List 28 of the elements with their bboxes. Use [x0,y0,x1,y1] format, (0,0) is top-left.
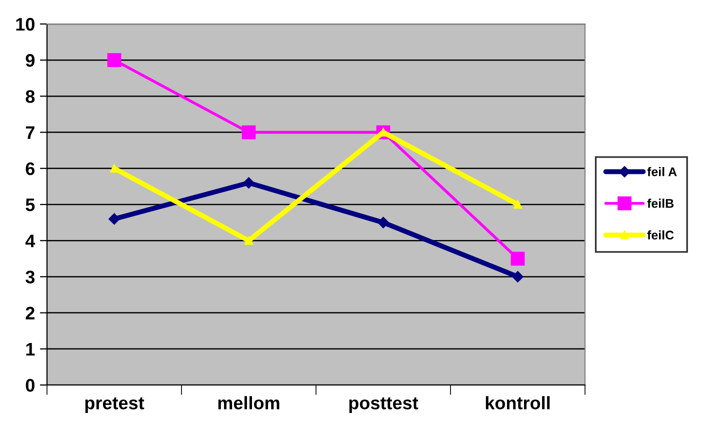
point [243,177,254,188]
point [378,216,389,228]
legend-label: feilB [647,198,674,208]
y-tick-label: 9 [26,54,35,67]
x-tick-label: pretest [85,397,144,413]
x-tick-label: kontroll [486,396,550,410]
y-tick-label: 1 [26,343,35,356]
x-tick-label: mellom [218,396,280,410]
point [110,164,118,173]
point [514,200,522,209]
y-tick-label: 8 [26,90,35,103]
legend-label: feilC [647,230,674,240]
y-tick-label: 4 [25,234,36,248]
y-tick-label: 7 [26,126,34,139]
y-tick-label: 0 [26,378,34,392]
point [510,252,525,266]
y-tick-label: 3 [26,270,35,284]
legend-label: feil A [647,167,677,176]
y-tick-label: 10 [16,18,34,31]
y-tick-label: 2 [26,306,34,320]
point [108,213,120,225]
point [244,236,253,245]
y-tick-label: 6 [26,162,35,176]
point [512,271,524,282]
point [242,125,256,140]
y-tick-label: 5 [26,198,35,212]
x-tick-label: posttest [349,397,418,413]
point [107,53,122,68]
